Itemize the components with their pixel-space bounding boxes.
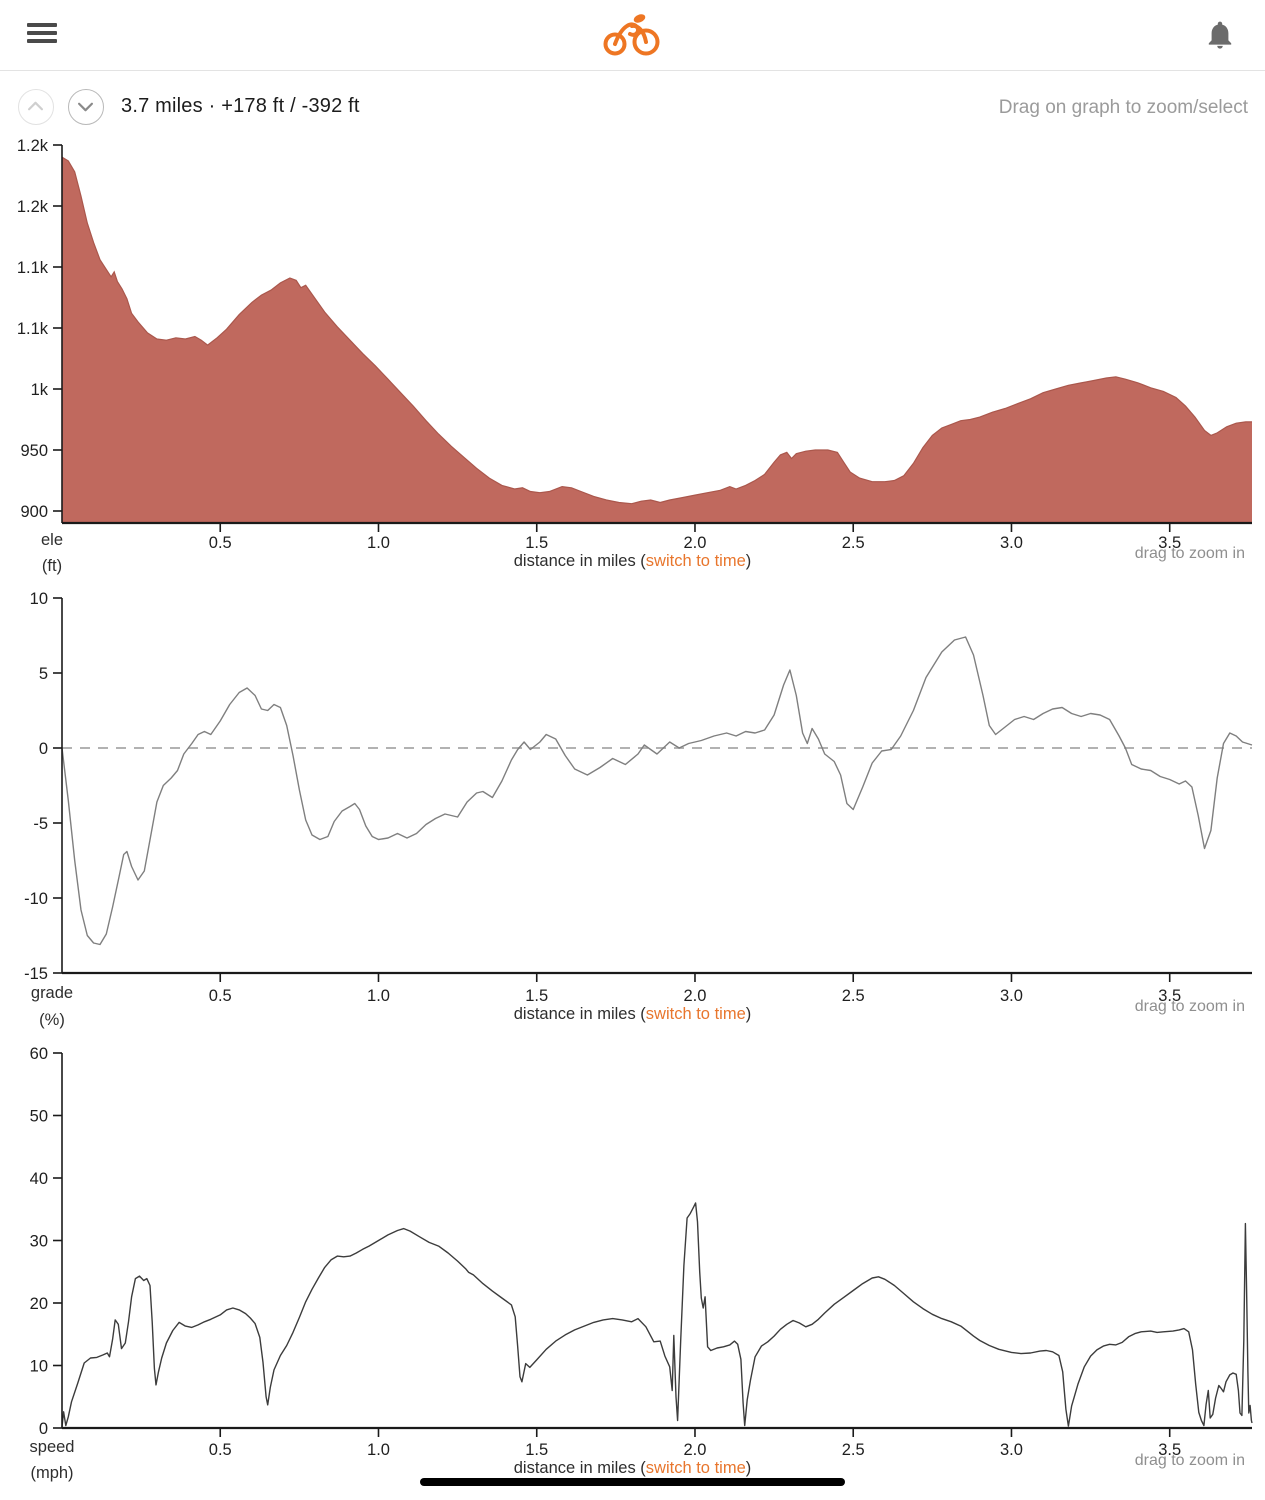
grade-line [61, 636, 1253, 946]
grade-unit-label-2: (%) [39, 1011, 65, 1029]
menu-hamburger-icon[interactable] [27, 23, 57, 47]
x-tick-label: 3.5 [1158, 1441, 1181, 1459]
speed-unit-label: speed [29, 1438, 75, 1456]
ride-summary-text: 3.7 miles · +178 ft / -392 ft [121, 95, 360, 117]
x-tick-label: 1.5 [525, 534, 548, 552]
y-tick-label: 50 [30, 1108, 48, 1126]
x-tick-label: 1.5 [525, 987, 548, 1005]
chart-toolbar [0, 71, 1265, 139]
notification-bell-icon[interactable] [1204, 19, 1236, 51]
x-axis-caption-close: ) [745, 1459, 752, 1477]
collapse-up-button[interactable] [18, 89, 54, 125]
y-tick-label: 900 [20, 503, 48, 521]
x-tick-label: 3.5 [1158, 534, 1181, 552]
x-tick-label: 3.0 [1000, 1441, 1023, 1459]
x-tick-label: 2.0 [684, 1441, 707, 1459]
y-tick-label: 60 [30, 1045, 48, 1063]
speed-x-caption: distance in miles (switch to time) [0, 1459, 1265, 1478]
x-tick-label: 3.5 [1158, 987, 1181, 1005]
elevation-drag-hint: drag to zoom in [1134, 545, 1245, 562]
x-tick-label: 2.5 [842, 534, 865, 552]
y-tick-label: 1.2k [17, 198, 49, 216]
grade-unit-label: grade [30, 984, 74, 1002]
x-tick-label: 0.5 [209, 987, 232, 1005]
elevation-area [62, 157, 1252, 523]
x-tick-label: 2.5 [842, 1441, 865, 1459]
y-tick-label: -15 [24, 965, 48, 983]
top-app-bar [0, 0, 1265, 71]
graph-zoom-hint: Drag on graph to zoom/select [998, 97, 1248, 118]
speed-unit-label-2: (mph) [30, 1464, 74, 1482]
y-tick-label: 1.1k [17, 320, 49, 338]
y-tick-label: 950 [20, 442, 48, 460]
elevation-unit-label: ele [40, 531, 64, 549]
x-tick-label: 3.0 [1000, 987, 1023, 1005]
x-tick-label: 2.0 [684, 987, 707, 1005]
chevron-down-icon [77, 102, 94, 112]
y-tick-label: 0 [39, 1420, 48, 1438]
y-tick-label: 10 [30, 590, 48, 608]
x-tick-label: 3.0 [1000, 534, 1023, 552]
switch-to-time-link[interactable]: switch to time [645, 1459, 746, 1477]
expand-down-button[interactable] [68, 89, 104, 125]
y-tick-label: 5 [39, 665, 48, 683]
x-axis-caption-close: ) [745, 552, 752, 570]
grade-plot[interactable]: 10 5 0 -5 -10 -15 0.5 1.0 1.5 2.0 2.5 3.0 3.5 [24, 590, 1253, 1005]
x-tick-label: 1.0 [367, 987, 390, 1005]
elevation-x-caption: distance in miles (switch to time) [0, 552, 1265, 571]
y-tick-label: 30 [30, 1233, 48, 1251]
y-tick-label: 0 [39, 740, 48, 758]
grade-x-caption: distance in miles (switch to time) [0, 1005, 1265, 1024]
switch-to-time-link[interactable]: switch to time [645, 552, 746, 570]
elevation-unit-label-2: (ft) [41, 557, 63, 575]
x-tick-label: 1.0 [367, 1441, 390, 1459]
x-tick-label: 1.5 [525, 1441, 548, 1459]
speed-plot[interactable]: 60 50 40 30 20 10 0 0.5 1.0 1.5 2.0 2.5 3.0 3.5 [30, 1045, 1253, 1459]
y-tick-label: 10 [30, 1358, 48, 1376]
cyclist-logo-icon[interactable] [602, 11, 662, 59]
x-axis-caption-text: distance in miles ( [513, 552, 646, 570]
home-indicator-bar [420, 1478, 845, 1486]
x-tick-label: 2.5 [842, 987, 865, 1005]
x-tick-label: 1.0 [367, 534, 390, 552]
elevation-plot[interactable]: 1.2k 1.2k 1.1k 1.1k 1k 950 900 0.5 1.0 1.5 2.0 2.5 3… [17, 137, 1252, 552]
x-axis-caption-text: distance in miles ( [513, 1005, 646, 1023]
y-tick-label: 1.1k [17, 259, 49, 277]
switch-to-time-link[interactable]: switch to time [645, 1005, 746, 1023]
x-tick-label: 2.0 [684, 534, 707, 552]
speed-line [61, 1202, 1253, 1427]
chevron-up-icon [27, 101, 44, 111]
x-tick-label: 0.5 [209, 1441, 232, 1459]
y-tick-label: 1k [31, 381, 49, 399]
elevation-line [61, 156, 1252, 505]
speed-drag-hint: drag to zoom in [1134, 1452, 1245, 1469]
x-axis-caption-close: ) [745, 1005, 752, 1023]
y-tick-label: 20 [30, 1295, 48, 1313]
y-tick-label: 40 [30, 1170, 48, 1188]
x-axis-caption-text: distance in miles ( [513, 1459, 646, 1477]
y-tick-label: -5 [33, 815, 48, 833]
x-tick-label: 0.5 [209, 534, 232, 552]
grade-drag-hint: drag to zoom in [1134, 998, 1245, 1015]
y-tick-label: 1.2k [17, 137, 49, 155]
y-tick-label: -10 [24, 890, 48, 908]
